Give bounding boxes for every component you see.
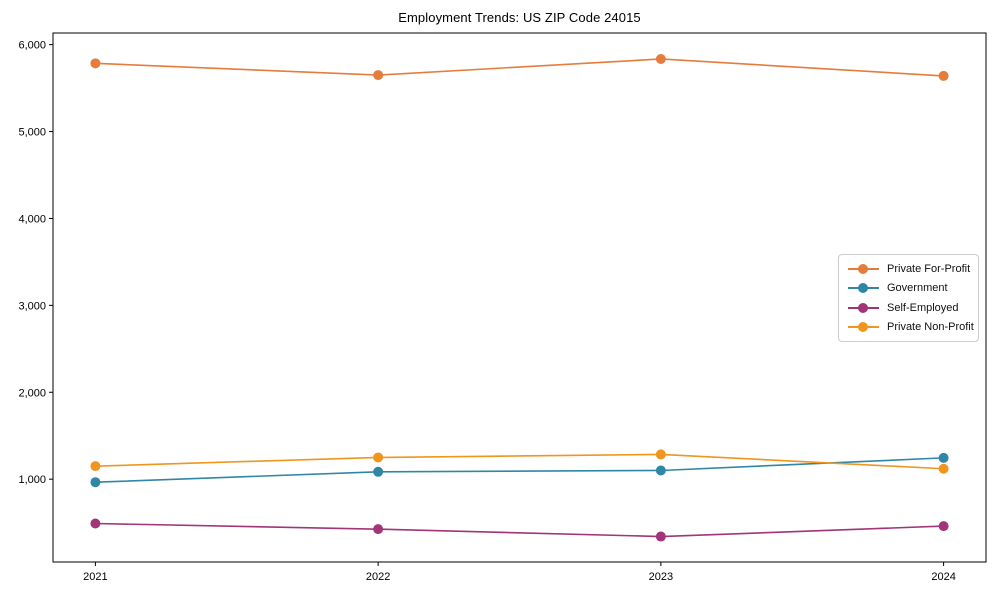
- series-line-private-non-profit: [95, 453, 944, 470]
- x-tick-label: 2022: [366, 571, 390, 583]
- y-tick-label: 5,000: [18, 127, 46, 139]
- legend-dot: [858, 302, 868, 313]
- legend-line-marker-icon: [848, 283, 879, 294]
- series-point-government-2024: [938, 452, 949, 463]
- series-line-government: [95, 457, 944, 484]
- y-tick-label: 6,000: [18, 40, 46, 52]
- y-tick-label: 4,000: [18, 213, 46, 225]
- legend-line-marker-icon: [848, 263, 879, 274]
- legend-item-private-non-profit: Private Non-Profit: [839, 318, 978, 338]
- legend-dot: [858, 263, 868, 274]
- legend-line-marker-icon: [848, 322, 879, 333]
- legend-label: Government: [887, 282, 948, 295]
- legend-label: Private For-Profit: [887, 262, 971, 275]
- x-tick-label: 2023: [649, 571, 673, 583]
- legend-dot: [858, 283, 868, 294]
- y-tick-label: 1,000: [18, 474, 46, 486]
- legend-label: Private Non-Profit: [887, 321, 974, 334]
- series-point-government-2022: [373, 466, 384, 477]
- legend-item-private-for-profit: Private For-Profit: [839, 259, 978, 279]
- chart-title: Employment Trends: US ZIP Code 24015: [398, 10, 641, 25]
- series-point-private-non-profit-2023: [655, 449, 666, 460]
- x-tick-label: 2024: [931, 571, 955, 583]
- series-point-self-employed-2023: [655, 531, 666, 542]
- legend-label: Self-Employed: [887, 301, 959, 314]
- y-tick-label: 3,000: [18, 300, 46, 312]
- series-point-private-for-profit-2024: [938, 70, 949, 81]
- series-line-private-for-profit: [95, 58, 944, 77]
- legend: Private For-Profit Government Self-Employe…: [838, 254, 979, 342]
- series-point-self-employed-2021: [90, 518, 101, 529]
- series-point-private-non-profit-2022: [373, 452, 384, 463]
- series-point-government-2021: [90, 477, 101, 488]
- y-tick-label: 2,000: [18, 387, 46, 399]
- series-point-private-non-profit-2021: [90, 461, 101, 472]
- x-tick-label: 2021: [83, 571, 107, 583]
- series-point-private-for-profit-2023: [655, 53, 666, 64]
- series-line-self-employed: [95, 522, 944, 538]
- legend-item-self-employed: Self-Employed: [839, 298, 978, 318]
- series-point-government-2023: [655, 465, 666, 476]
- series-point-private-non-profit-2024: [938, 463, 949, 474]
- series-point-private-for-profit-2022: [373, 70, 384, 81]
- series-point-self-employed-2024: [938, 521, 949, 532]
- legend-line-marker-icon: [848, 302, 879, 313]
- legend-item-government: Government: [839, 279, 978, 299]
- plot-frame: [52, 32, 987, 563]
- legend-dot: [858, 322, 868, 333]
- series-point-private-for-profit-2021: [90, 58, 101, 69]
- series-point-self-employed-2022: [373, 524, 384, 535]
